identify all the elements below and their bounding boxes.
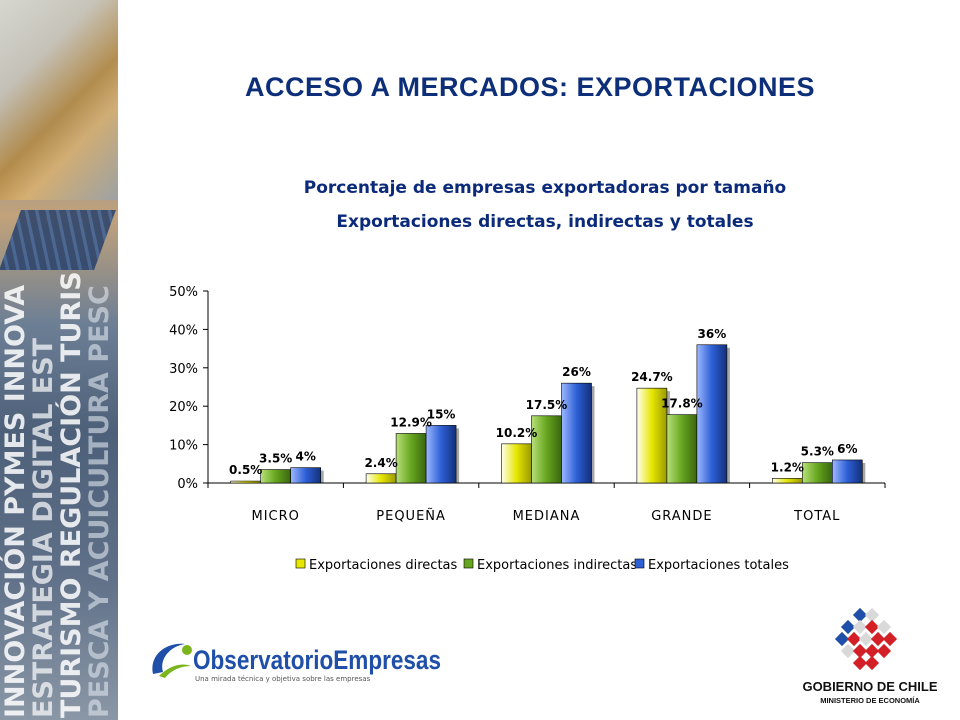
data-label: 6% (837, 442, 857, 456)
logo-observatorio-text: ObservatorioEmpresas (193, 645, 441, 675)
bar-exportaciones-directas (230, 480, 261, 484)
side-word-line: TURISMO REGULACIÓN TURIS (55, 271, 87, 718)
gobierno-diamond-mark (834, 607, 898, 671)
bar-exportaciones-totales (290, 467, 322, 484)
data-label: 17.5% (526, 398, 568, 412)
y-tick-label: 50% (169, 285, 198, 300)
bar-exportaciones-indirectas (260, 469, 292, 484)
gobierno-de-chile-logo: GOBIERNO DE CHILE MINISTERIO DE ECONOMÍA (802, 607, 938, 705)
y-tick-label: 30% (169, 362, 198, 377)
gobierno-mark-square (858, 631, 874, 647)
bar-exportaciones-indirectas (801, 462, 833, 484)
gobierno-mark-square (882, 631, 898, 647)
data-label: 26% (562, 365, 591, 379)
data-label: 12.9% (390, 415, 432, 429)
logo-tagline: Una mirada técnica y objetiva sobre las … (195, 675, 371, 683)
chart-title: Porcentaje de empresas exportadoras por … (303, 178, 787, 198)
data-label: 0.5% (229, 463, 262, 477)
gobierno-mark-square (834, 631, 850, 647)
legend-entry: Exportaciones directas (309, 558, 458, 573)
side-words: INNOVACIÓN PYMES INNOVA ESTRATEGIA DIGIT… (0, 271, 115, 718)
legend-swatch (463, 558, 474, 569)
bar-shadow (862, 462, 866, 483)
gobierno-mark-square (852, 607, 868, 623)
bar-exportaciones-indirectas (666, 414, 698, 484)
side-word-line: INNOVACIÓN PYMES INNOVA (0, 285, 31, 718)
bar-shadow (726, 347, 730, 483)
y-tick-label: 20% (169, 400, 198, 415)
data-label: 1.2% (771, 460, 804, 474)
data-label: 24.7% (631, 370, 673, 384)
logo-swoosh-blue (152, 643, 185, 674)
legend-swatch (295, 558, 306, 569)
gobierno-mark-square (876, 643, 892, 659)
chart-subtitle: Exportaciones directas, indirectas y tot… (336, 212, 754, 232)
data-label: 3.5% (259, 452, 292, 466)
logo-swoosh-green (159, 664, 191, 678)
slide-title: ACCESO A MERCADOS: EXPORTACIONES (244, 72, 816, 102)
bar-shadow (591, 386, 595, 483)
data-label: 5.3% (801, 445, 834, 459)
bar-exportaciones-totales (696, 344, 728, 484)
data-label: 4% (296, 450, 316, 464)
bar-exportaciones-directas (501, 443, 532, 484)
gobierno-mark-square (852, 643, 868, 659)
bar-exportaciones-directas (636, 387, 668, 484)
bar-exportaciones-totales (425, 425, 457, 484)
gobierno-mark-square (846, 631, 862, 647)
gobierno-mark-square (852, 619, 868, 635)
y-tick-label: 40% (169, 323, 198, 338)
data-label: 10.2% (496, 426, 538, 440)
bar-shadow (456, 428, 460, 483)
bar-exportaciones-indirectas (531, 415, 562, 484)
side-decorative-panel: INNOVACIÓN PYMES INNOVA ESTRATEGIA DIGIT… (0, 0, 118, 720)
bar-exportaciones-directas (365, 473, 397, 484)
bar-exportaciones-totales (561, 382, 592, 484)
gobierno-mark-square (840, 619, 856, 635)
y-tick-label: 10% (169, 439, 198, 454)
gobierno-text: GOBIERNO DE CHILE (802, 679, 937, 694)
x-category-label: PEQUEÑA (376, 508, 446, 524)
data-label: 36% (698, 327, 727, 341)
observatorio-empresas-logo: ObservatorioEmpresas Una mirada técnica … (152, 643, 441, 683)
legend-swatch (634, 558, 645, 569)
bar-exportaciones-indirectas (395, 433, 427, 484)
data-label: 17.8% (661, 397, 703, 411)
bar-exportaciones-totales (831, 459, 863, 484)
legend-entry: Exportaciones indirectas (477, 558, 637, 573)
x-category-label: MICRO (251, 509, 299, 524)
x-category-label: GRANDE (651, 509, 712, 524)
gobierno-mark-square (864, 643, 880, 659)
y-tick-label: 0% (177, 477, 198, 492)
side-word-line: ESTRATEGIA DIGITAL EST (28, 337, 59, 718)
gobierno-mark-square (840, 643, 856, 659)
side-word-line: PESCA Y ACUICULTURA PESC (84, 285, 115, 718)
legend-entry: Exportaciones totales (648, 558, 789, 573)
data-label: 2.4% (364, 456, 397, 470)
gobierno-mark-square (864, 655, 880, 671)
ministerio-text: MINISTERIO DE ECONOMÍA (820, 696, 920, 705)
bar-exportaciones-directas (771, 478, 803, 484)
logo-dot (182, 645, 192, 655)
side-photo-workers (0, 0, 118, 200)
data-label: 15% (427, 407, 456, 421)
gobierno-mark-square (864, 607, 880, 623)
bar-shadow (320, 470, 324, 483)
gobierno-mark-square (876, 619, 892, 635)
x-category-label: TOTAL (793, 509, 840, 524)
gobierno-mark-square (864, 619, 880, 635)
x-category-label: MEDIANA (513, 509, 581, 524)
gobierno-mark-square (852, 655, 868, 671)
gobierno-mark-square (870, 631, 886, 647)
